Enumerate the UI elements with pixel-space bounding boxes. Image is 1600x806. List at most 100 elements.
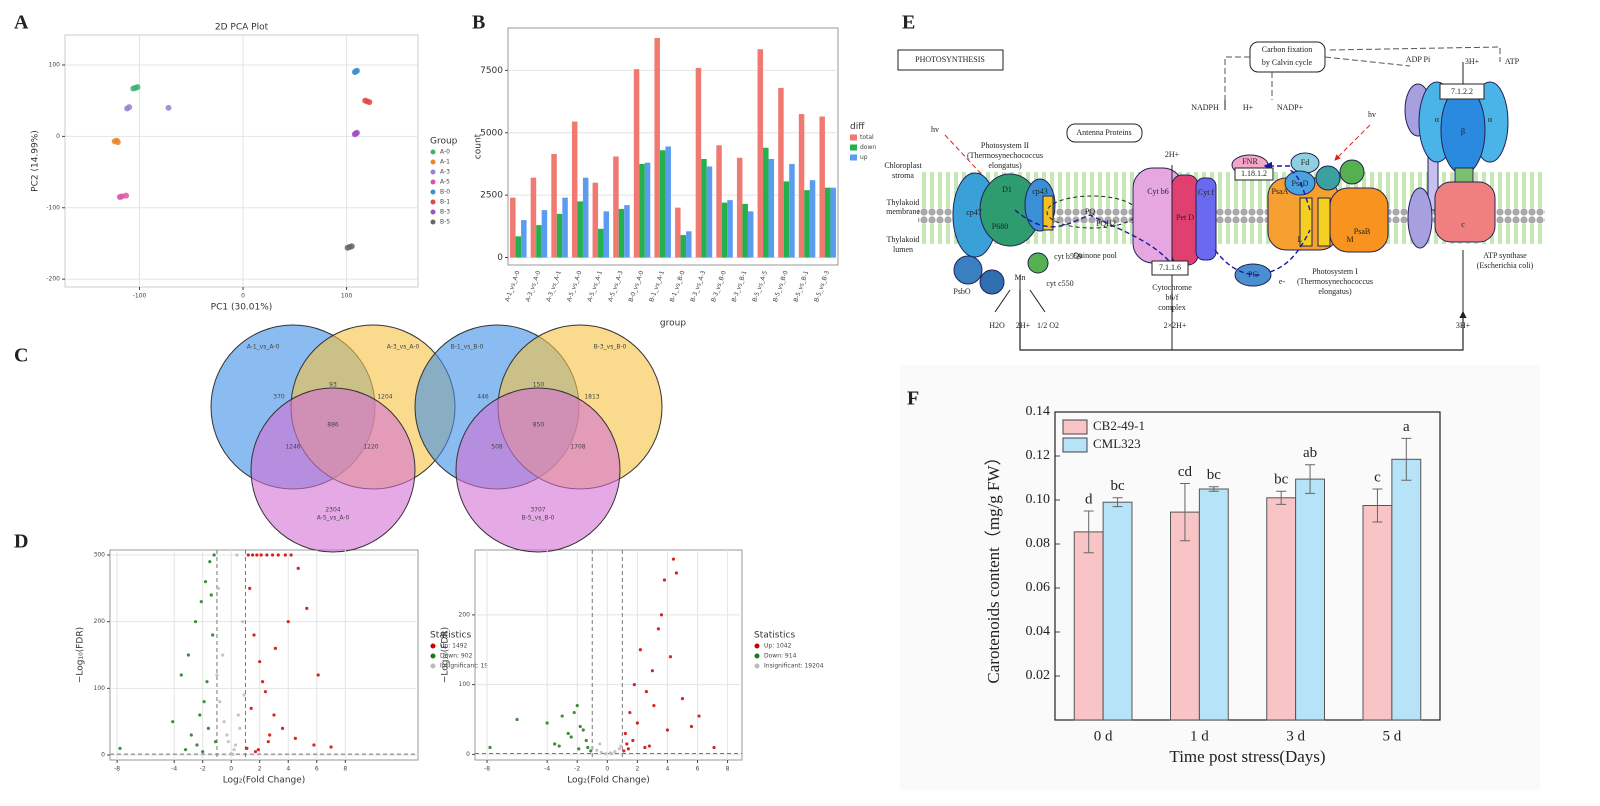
- diagram-label: M: [1346, 235, 1353, 244]
- bar: [727, 200, 733, 258]
- point: [252, 633, 256, 637]
- diagram-label: Carbon fixation: [1262, 45, 1312, 54]
- diagram-label: Thylakoid: [887, 198, 920, 207]
- region-count: 370: [273, 394, 285, 401]
- point: [236, 713, 240, 717]
- bar: [530, 177, 537, 258]
- x-tick-label: 0 d: [1094, 728, 1113, 744]
- x-tick-label: -4: [544, 766, 550, 773]
- diagram-label: hv: [931, 125, 939, 134]
- bar: [1295, 478, 1325, 721]
- point: [586, 745, 590, 750]
- diagram-label: PsaA: [1272, 187, 1289, 196]
- legend-title: Group: [430, 137, 458, 147]
- set-label: B-1_vs_B-0: [451, 344, 484, 351]
- legend-swatch: [850, 154, 857, 161]
- x-tick-label: 6: [696, 766, 700, 773]
- x-tick-label: 5 d: [1383, 728, 1402, 744]
- point: [652, 703, 656, 708]
- point: [662, 578, 667, 582]
- point: [578, 724, 582, 729]
- point: [263, 690, 268, 694]
- bar: [1073, 531, 1104, 721]
- bar: [675, 207, 681, 258]
- y-tick-label: 0.02: [1026, 668, 1051, 683]
- point: [213, 740, 218, 744]
- bar: [824, 187, 831, 258]
- region-count: 2304: [325, 507, 340, 514]
- x-tick-label: B-3_vs_B-0: [710, 270, 728, 303]
- legend-label: A-3: [440, 169, 450, 176]
- point: [650, 669, 654, 673]
- point: [189, 733, 193, 737]
- y-tick-label: 300: [94, 552, 106, 559]
- diagram-label: 1.18.1.2: [1241, 169, 1267, 178]
- panel-label: C: [14, 345, 28, 367]
- point: [114, 139, 121, 146]
- pathway-diagram: [897, 41, 1545, 351]
- bar: [582, 177, 589, 258]
- significance-letter: bc: [1207, 467, 1222, 483]
- bar: [809, 180, 816, 258]
- psab: [1329, 187, 1389, 253]
- bar: [562, 197, 568, 258]
- x-tick-label: A-1_vs_A-0: [504, 270, 522, 303]
- bar: [1170, 511, 1200, 721]
- y-tick-label: -100: [46, 204, 60, 211]
- point: [545, 721, 549, 725]
- point: [206, 726, 210, 730]
- point: [245, 746, 249, 750]
- significance-letter: c: [1374, 469, 1381, 485]
- bar: [763, 147, 769, 258]
- point: [212, 553, 216, 557]
- legend-label: A-1: [440, 159, 450, 166]
- point: [638, 648, 642, 652]
- point: [118, 746, 122, 750]
- x-tick-label: -8: [114, 766, 120, 773]
- diagram-label: Antenna Proteins: [1076, 128, 1131, 137]
- x-tick-label: 6: [315, 766, 319, 773]
- point: [268, 733, 272, 737]
- point: [577, 747, 581, 751]
- point: [232, 748, 236, 752]
- y-axis-label: −Log₁₀(FDR): [441, 627, 451, 683]
- diagram-label: Cytochrome: [1152, 283, 1192, 292]
- legend-label: A-0: [440, 149, 450, 156]
- diagram-label: membrane: [886, 207, 920, 216]
- panel-label: E: [902, 12, 915, 34]
- bar: [541, 210, 548, 258]
- bar: [536, 225, 542, 258]
- diagram-label: Thylakoid: [887, 235, 920, 244]
- point: [560, 714, 564, 718]
- point: [242, 693, 246, 697]
- psii-sub: [1042, 195, 1054, 231]
- x-tick-label: B-3_vs_B-1: [731, 270, 749, 303]
- bar: [1362, 505, 1393, 721]
- x-tick-label: A-3_vs_A-1: [545, 270, 563, 303]
- significance-letter: bc: [1110, 478, 1125, 494]
- diagram-label: (Thermosynechococcus: [967, 151, 1043, 160]
- legend-swatch: [430, 189, 436, 195]
- point: [266, 740, 270, 744]
- point: [256, 748, 260, 752]
- point: [610, 752, 614, 756]
- point: [238, 726, 242, 730]
- point: [329, 745, 333, 749]
- bar: [798, 114, 805, 258]
- y-tick-label: 200: [94, 618, 106, 625]
- point: [617, 747, 621, 751]
- diagram-label: Photosystem II: [981, 141, 1030, 150]
- diagram-label: cp47: [966, 208, 982, 217]
- diagram-label: (Escherichia coli): [1477, 261, 1534, 270]
- diagram-label: cyt b559: [1054, 252, 1082, 261]
- diagram-label: Chloroplast: [884, 161, 922, 170]
- legend-swatch: [430, 209, 436, 215]
- error-bar: [1179, 483, 1190, 542]
- legend-title: Statistics: [430, 631, 471, 641]
- point: [668, 655, 673, 659]
- point: [575, 703, 579, 708]
- diagram-label: PQH2: [1096, 219, 1116, 228]
- y-tick-label: 0.12: [1026, 448, 1051, 463]
- region-count: 150: [533, 382, 545, 389]
- diagram-label: complex: [1158, 303, 1186, 312]
